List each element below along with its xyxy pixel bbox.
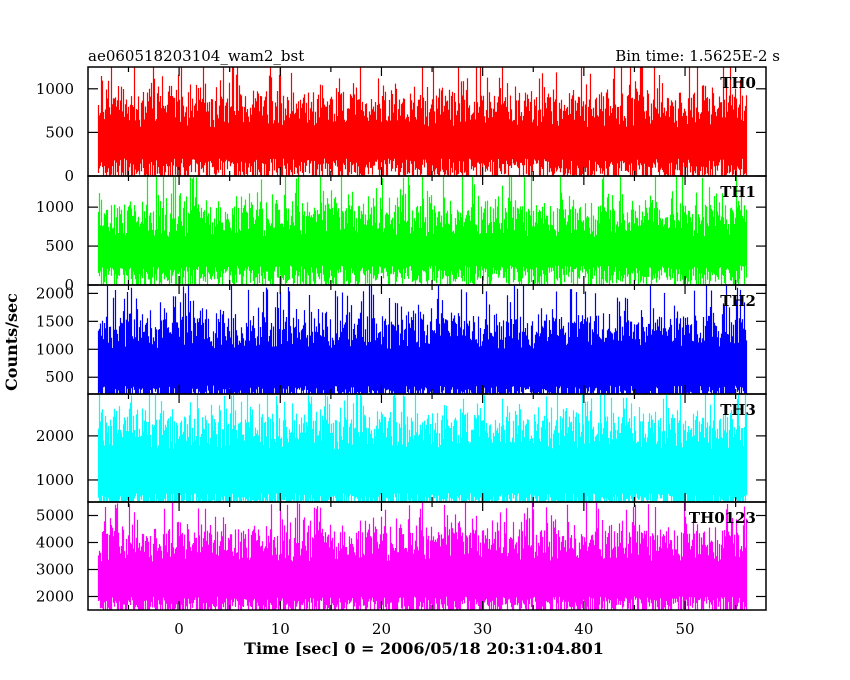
series-trace-th2 [97,285,748,394]
y-tick-label: 0 [64,276,74,294]
y-tick-label: 1000 [36,80,74,98]
y-tick-label: 500 [45,368,74,386]
panel-label-th3: TH3 [720,401,756,419]
panel-label-th0: TH0 [720,74,756,92]
panels-group: 0 500 1000 TH0 0 500 1000 TH1 500 1000 1500 2000 TH2… [36,66,767,611]
series-trace-th0 [97,67,748,176]
series-trace-th0123 [97,502,748,610]
y-tick-label: 1000 [36,340,74,358]
x-axis-title: Time [sec] 0 = 2006/05/18 20:31:04.801 [244,639,604,658]
x-tick-label: 50 [675,620,694,638]
bin-time-label: Bin time: 1.5625E-2 s [615,47,780,65]
y-tick-label: 1500 [36,312,74,330]
series-trace-th3 [97,394,748,502]
panel-label-th1: TH1 [720,183,756,201]
panel-th0: 0 500 1000 TH0 [36,66,767,185]
x-tick-label: 30 [473,620,492,638]
x-axis-ticks: 0 10 20 30 40 50 [174,620,694,638]
y-tick-label: 1000 [36,198,74,216]
y-tick-label: 500 [45,123,74,141]
panel-th0123: 2000 3000 4000 5000 TH0123 [36,501,767,611]
y-tick-label: 5000 [36,507,74,525]
y-tick-label: 2000 [36,588,74,606]
y-axis-title: Counts/sec [2,293,21,391]
y-tick-label: 2000 [36,284,74,302]
panel-label-th0123: TH0123 [689,509,756,527]
y-tick-label: 0 [64,167,74,185]
series-trace-th1 [97,176,748,285]
panel-th1: 0 500 1000 TH1 [36,175,767,294]
observation-id-title: ae060518203104_wam2_bst [88,47,304,65]
panel-th3: 1000 2000 TH3 [36,393,767,503]
x-tick-label: 40 [574,620,593,638]
y-tick-label: 1000 [36,471,74,489]
x-tick-label: 0 [174,620,184,638]
y-tick-label: 3000 [36,561,74,579]
panel-label-th2: TH2 [720,292,756,310]
x-tick-label: 20 [372,620,391,638]
panel-frame-th0123 [87,501,767,611]
y-tick-label: 2000 [36,427,74,445]
y-tick-label: 500 [45,237,74,255]
x-tick-label: 10 [271,620,290,638]
panel-th2: 500 1000 1500 2000 TH2 [36,284,767,395]
y-tick-label: 4000 [36,534,74,552]
